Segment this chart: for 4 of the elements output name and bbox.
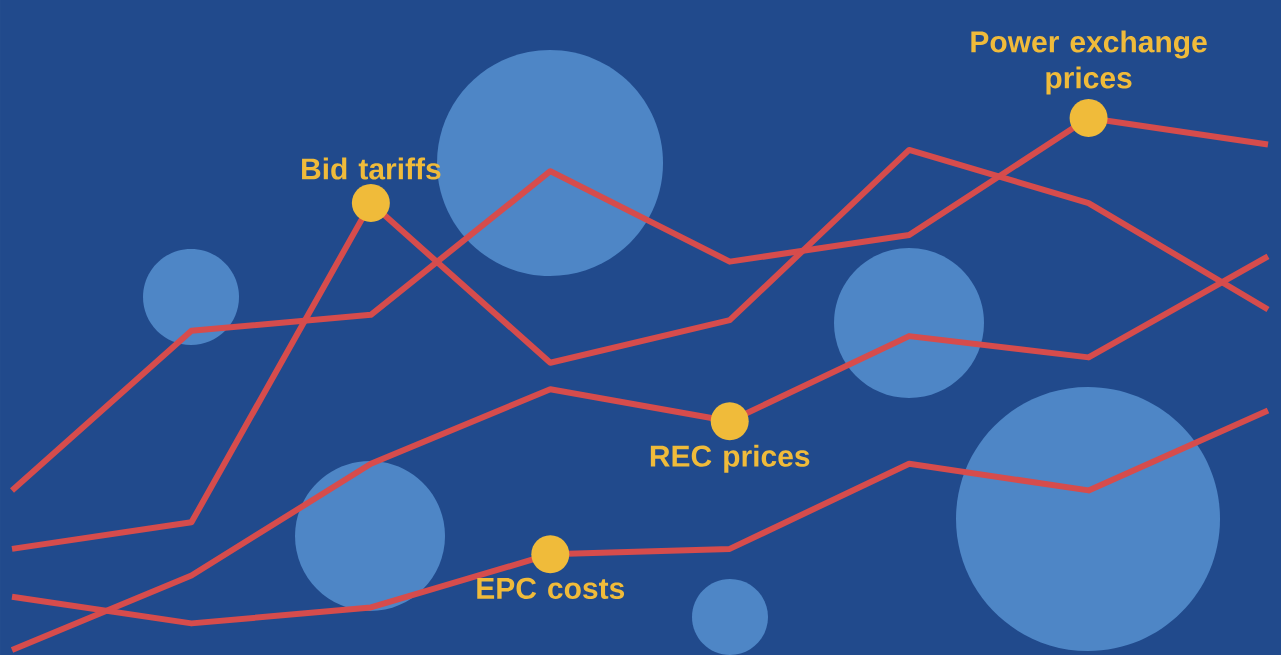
annotation: Power exchange prices (971, 30, 1207, 95)
annotation: REC prices (650, 444, 810, 473)
annotation: Bid tariffs (302, 157, 441, 180)
annotation: EPC costs (477, 577, 625, 599)
